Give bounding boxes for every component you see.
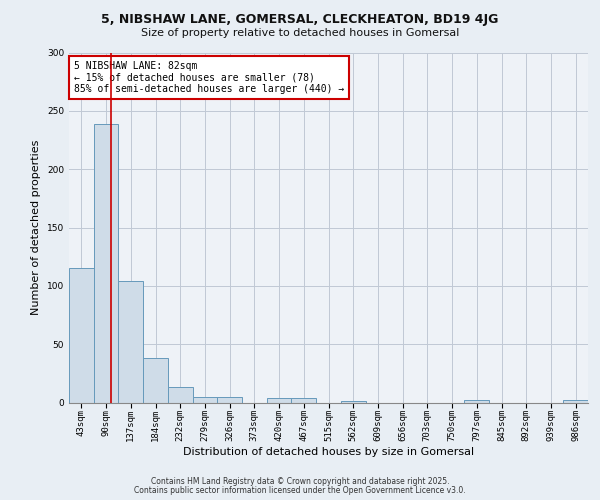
Text: Size of property relative to detached houses in Gomersal: Size of property relative to detached ho… (141, 28, 459, 38)
Bar (118, 281, 143, 402)
Bar (69, 268, 94, 402)
Text: Contains HM Land Registry data © Crown copyright and database right 2025.: Contains HM Land Registry data © Crown c… (151, 477, 449, 486)
Bar (292, 398, 316, 402)
X-axis label: Distribution of detached houses by size in Gomersal: Distribution of detached houses by size … (183, 446, 474, 456)
Bar (94, 124, 118, 402)
Bar (143, 358, 168, 403)
Bar (267, 398, 292, 402)
Bar (217, 396, 242, 402)
Text: 5, NIBSHAW LANE, GOMERSAL, CLECKHEATON, BD19 4JG: 5, NIBSHAW LANE, GOMERSAL, CLECKHEATON, … (101, 12, 499, 26)
Text: Contains public sector information licensed under the Open Government Licence v3: Contains public sector information licen… (134, 486, 466, 495)
Bar (563, 400, 588, 402)
Bar (193, 396, 217, 402)
Bar (464, 400, 489, 402)
Y-axis label: Number of detached properties: Number of detached properties (31, 140, 41, 315)
Text: 5 NIBSHAW LANE: 82sqm
← 15% of detached houses are smaller (78)
85% of semi-deta: 5 NIBSHAW LANE: 82sqm ← 15% of detached … (74, 61, 344, 94)
Bar (168, 388, 193, 402)
